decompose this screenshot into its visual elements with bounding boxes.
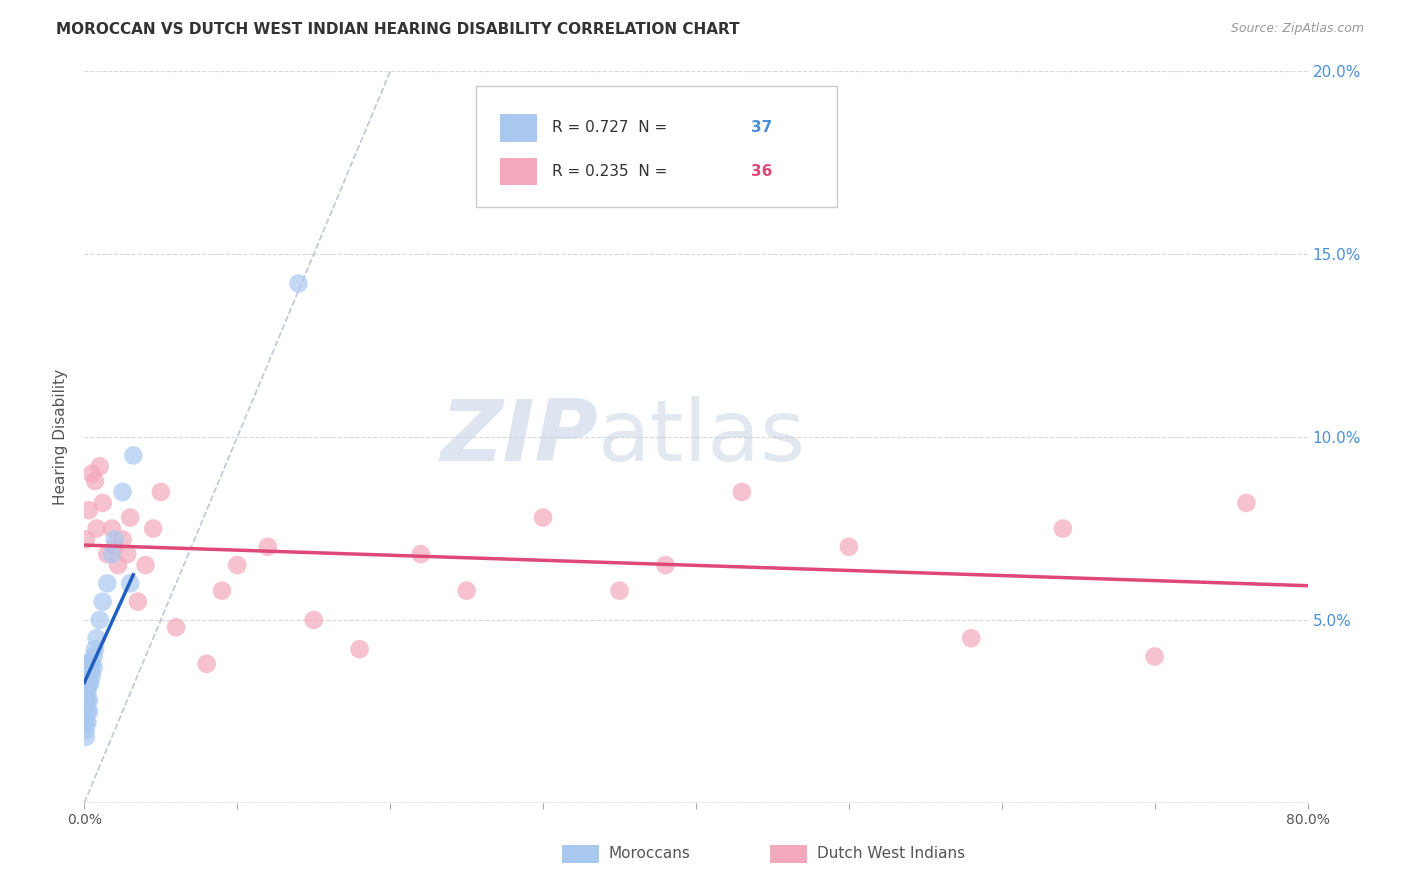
- Point: [101, 547, 124, 561]
- Point: [76, 679, 98, 693]
- Point: [80, 667, 103, 681]
- Point: [195, 657, 218, 671]
- Point: [75, 723, 97, 737]
- Point: [91, 496, 114, 510]
- Point: [149, 485, 172, 500]
- Point: [96, 576, 118, 591]
- Point: [111, 485, 134, 500]
- Point: [76, 686, 98, 700]
- Point: [120, 510, 142, 524]
- Text: ZIP: ZIP: [440, 395, 598, 479]
- Point: [107, 558, 129, 573]
- Point: [135, 558, 157, 573]
- Point: [86, 632, 108, 646]
- Point: [76, 657, 98, 671]
- Point: [84, 474, 107, 488]
- Point: [257, 540, 280, 554]
- Point: [96, 547, 118, 561]
- Point: [77, 667, 100, 681]
- Bar: [770, 845, 807, 863]
- Point: [142, 521, 165, 535]
- Text: R = 0.235  N =: R = 0.235 N =: [551, 164, 672, 179]
- Text: 37: 37: [751, 120, 772, 136]
- Text: Moroccans: Moroccans: [609, 847, 690, 861]
- Point: [531, 510, 554, 524]
- Point: [75, 679, 97, 693]
- Point: [101, 521, 124, 535]
- Point: [104, 533, 127, 547]
- Point: [91, 594, 114, 608]
- Point: [226, 558, 249, 573]
- Point: [115, 547, 138, 561]
- Point: [731, 485, 754, 500]
- Point: [76, 667, 98, 681]
- Point: [75, 715, 97, 730]
- Text: R = 0.727  N =: R = 0.727 N =: [551, 120, 672, 136]
- Point: [960, 632, 983, 646]
- Point: [84, 642, 107, 657]
- Point: [83, 649, 105, 664]
- Point: [456, 583, 478, 598]
- Point: [409, 547, 432, 561]
- Point: [83, 660, 105, 674]
- Text: 36: 36: [751, 164, 772, 179]
- Point: [75, 533, 97, 547]
- Point: [89, 459, 111, 474]
- Point: [79, 657, 101, 671]
- Point: [76, 705, 98, 719]
- Point: [77, 679, 100, 693]
- Point: [77, 693, 100, 707]
- Point: [77, 705, 100, 719]
- Text: MOROCCAN VS DUTCH WEST INDIAN HEARING DISABILITY CORRELATION CHART: MOROCCAN VS DUTCH WEST INDIAN HEARING DI…: [56, 22, 740, 37]
- Point: [1052, 521, 1074, 535]
- Point: [76, 715, 98, 730]
- FancyBboxPatch shape: [475, 86, 837, 207]
- Point: [89, 613, 111, 627]
- Point: [86, 521, 108, 535]
- Point: [75, 730, 97, 744]
- Y-axis label: Hearing Disability: Hearing Disability: [53, 369, 69, 505]
- Point: [287, 277, 309, 291]
- Point: [79, 675, 101, 690]
- Point: [75, 705, 97, 719]
- Bar: [562, 845, 599, 863]
- Point: [127, 594, 149, 608]
- Point: [122, 449, 145, 463]
- Point: [302, 613, 325, 627]
- Point: [75, 693, 97, 707]
- Point: [1143, 649, 1166, 664]
- Text: Dutch West Indians: Dutch West Indians: [817, 847, 965, 861]
- Point: [79, 664, 101, 678]
- Point: [104, 540, 127, 554]
- Bar: [501, 114, 537, 142]
- Text: atlas: atlas: [598, 395, 806, 479]
- Point: [838, 540, 860, 554]
- Text: Source: ZipAtlas.com: Source: ZipAtlas.com: [1230, 22, 1364, 36]
- Point: [165, 620, 187, 634]
- Point: [80, 467, 103, 481]
- Bar: [501, 158, 537, 186]
- Point: [120, 576, 142, 591]
- Point: [111, 533, 134, 547]
- Point: [654, 558, 676, 573]
- Point: [211, 583, 233, 598]
- Point: [76, 693, 98, 707]
- Point: [1236, 496, 1258, 510]
- Point: [77, 503, 100, 517]
- Point: [349, 642, 371, 657]
- Point: [80, 657, 103, 671]
- Point: [75, 686, 97, 700]
- Point: [609, 583, 631, 598]
- Point: [77, 657, 100, 671]
